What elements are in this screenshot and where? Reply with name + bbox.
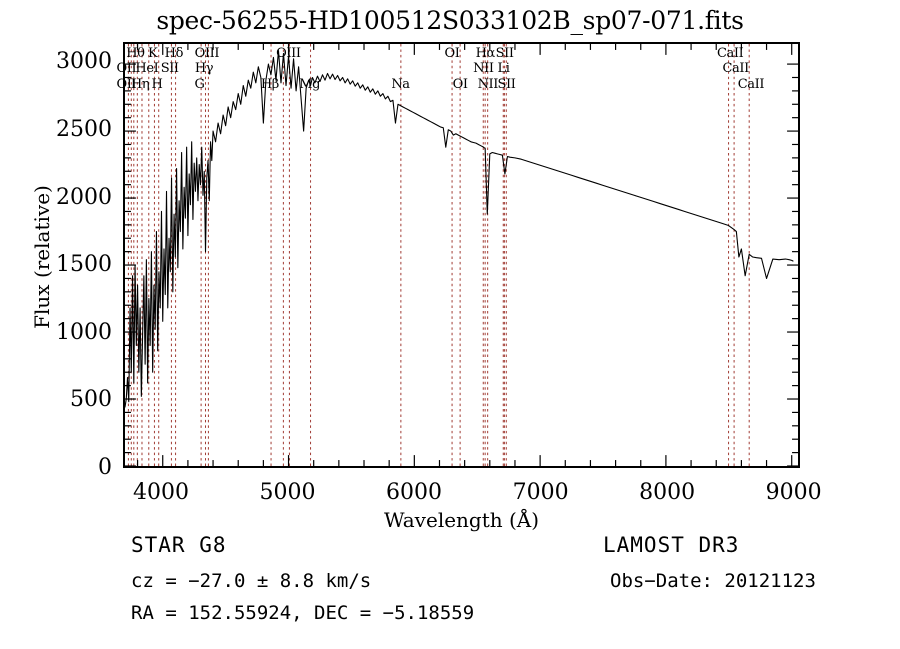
- y-tick-label: 3000: [56, 49, 112, 75]
- spectral-line-label: Hα: [475, 46, 496, 61]
- x-tick-label: 5000: [259, 480, 316, 505]
- spectral-line-label: OII: [116, 61, 137, 76]
- plot-area: [123, 42, 800, 468]
- spectral-line-label: SII: [497, 77, 516, 92]
- marker-line-group: [127, 44, 750, 466]
- y-tick-label: 500: [70, 387, 112, 413]
- y-tick-label: 2000: [56, 184, 112, 210]
- spectrum-svg: [125, 44, 798, 466]
- spectral-line-label: H: [151, 77, 163, 92]
- object-class-label: STAR G8: [131, 533, 227, 557]
- spectral-line-label: CaII: [737, 77, 765, 92]
- spectral-line-label: OII: [116, 77, 137, 92]
- spectral-line-label: Hβ: [260, 77, 279, 92]
- x-tick-label: 4000: [132, 480, 189, 505]
- spectral-line-label: Hδ: [164, 46, 184, 61]
- x-tick-label: 6000: [386, 480, 443, 505]
- coordinates-label: RA = 152.55924, DEC = −5.18559: [131, 602, 475, 624]
- spectral-line-label: OI: [452, 77, 468, 92]
- spectral-line-label: HeI: [135, 61, 159, 76]
- spectral-line-label: CaII: [722, 61, 750, 76]
- spectral-line-label: Mg: [299, 77, 321, 92]
- spectral-line-label: G: [194, 77, 205, 92]
- spectrum-curve: [125, 50, 794, 408]
- spectral-line-label: OI: [444, 46, 460, 61]
- survey-label: LAMOST DR3: [603, 533, 740, 557]
- spectral-line-label: OIII: [194, 46, 220, 61]
- y-tick-label: 1000: [56, 319, 112, 345]
- spectral-line-label: NII: [477, 77, 499, 92]
- spectral-line-label: K: [147, 46, 158, 61]
- spectral-line-label: Li: [497, 61, 510, 76]
- spectral-line-label: Hγ: [194, 61, 214, 76]
- spectral-line-label: Na: [391, 77, 410, 92]
- y-tick-label: 1500: [56, 252, 112, 278]
- observation-date-label: Obs−Date: 20121123: [610, 570, 816, 592]
- spectral-line-label: SII: [160, 61, 179, 76]
- page-title: spec-56255-HD100512S033102B_sp07-071.fit…: [156, 6, 744, 35]
- spectral-line-label: NII: [473, 61, 494, 76]
- y-tick-label: 0: [98, 455, 112, 480]
- x-axis-title: Wavelength (Å): [383, 508, 540, 532]
- y-tick-label: 2500: [56, 116, 112, 142]
- spectral-line-label: Hθ: [126, 46, 145, 61]
- redshift-velocity-label: cz = −27.0 ± 8.8 km/s: [131, 570, 372, 592]
- spectral-line-label: CaII: [716, 46, 744, 61]
- axis-tick-group: [125, 44, 798, 466]
- spectral-line-label: SII: [495, 46, 514, 61]
- spectral-line-label: OIII: [276, 46, 301, 61]
- x-tick-label: 8000: [639, 480, 696, 505]
- x-tick-label: 7000: [512, 480, 569, 505]
- x-tick-label: 9000: [765, 480, 822, 505]
- spectral-line-label: Hη: [130, 77, 150, 92]
- y-axis-title: Flux (relative): [30, 185, 54, 329]
